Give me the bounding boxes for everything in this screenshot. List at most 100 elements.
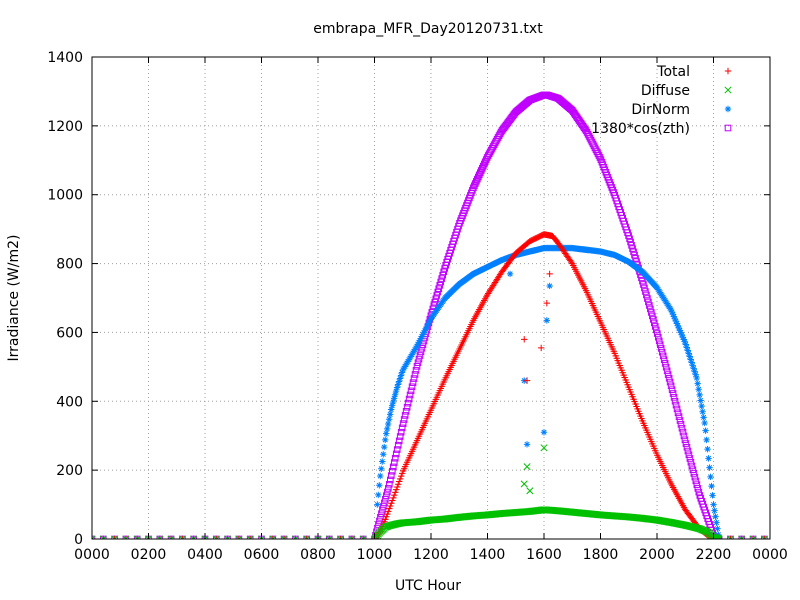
data-point	[382, 436, 389, 444]
data-point	[409, 379, 417, 386]
data-point	[642, 288, 649, 295]
data-point	[396, 375, 404, 382]
outlier-point	[521, 336, 528, 343]
series-diffuse	[92, 444, 768, 539]
data-point	[314, 535, 322, 539]
data-point	[666, 378, 674, 386]
data-point	[760, 535, 768, 539]
data-point	[432, 295, 440, 303]
data-point	[749, 535, 757, 539]
data-point	[478, 165, 486, 172]
data-point	[414, 359, 422, 367]
data-point	[686, 455, 694, 462]
data-point	[703, 436, 710, 444]
data-point	[677, 421, 685, 428]
data-point	[707, 473, 714, 481]
data-point	[652, 326, 660, 334]
data-point	[111, 535, 118, 539]
data-point	[397, 472, 405, 480]
data-point	[326, 535, 333, 539]
data-point	[682, 440, 690, 447]
data-point	[412, 367, 420, 374]
data-point	[291, 535, 299, 539]
data-point	[687, 356, 694, 363]
data-point	[653, 330, 661, 337]
data-point	[348, 535, 356, 539]
y-tick-label: 200	[56, 463, 83, 479]
data-point	[292, 535, 299, 539]
y-tick-label: 800	[56, 257, 83, 273]
data-point	[390, 459, 398, 466]
data-point	[693, 481, 701, 488]
data-point	[689, 466, 697, 473]
data-point	[100, 535, 107, 539]
data-point	[481, 158, 489, 166]
data-point	[382, 495, 389, 503]
data-point	[388, 472, 395, 479]
data-point	[410, 375, 418, 382]
data-point	[390, 494, 397, 502]
data-point	[688, 462, 696, 470]
data-point	[672, 317, 680, 325]
data-point	[645, 298, 652, 306]
data-point	[376, 482, 383, 489]
data-point	[709, 492, 716, 499]
data-point	[664, 371, 672, 378]
data-point	[738, 535, 745, 539]
data-point	[693, 374, 700, 382]
x-tick-label: 0800	[300, 547, 336, 563]
data-point	[360, 535, 367, 539]
data-point	[691, 473, 699, 481]
data-point	[387, 476, 394, 484]
y-tick-label: 1200	[47, 119, 83, 135]
data-point	[178, 535, 186, 539]
data-point	[678, 424, 686, 432]
data-point	[385, 415, 393, 423]
data-point	[280, 535, 288, 539]
y-tick-label: 1400	[47, 50, 83, 66]
x-tick-label: 0200	[131, 547, 167, 563]
data-point	[480, 160, 488, 168]
data-point	[386, 505, 393, 512]
data-point	[415, 339, 423, 346]
data-point	[383, 513, 390, 520]
data-point	[434, 288, 442, 296]
data-point	[646, 302, 653, 309]
data-point	[671, 315, 679, 323]
data-point	[303, 535, 311, 539]
data-point	[439, 271, 447, 279]
data-point	[134, 535, 141, 539]
data-point	[411, 371, 419, 378]
data-point	[389, 497, 396, 504]
data-point	[699, 408, 706, 415]
outlier-point	[540, 444, 548, 452]
x-tick-label: 0000	[74, 547, 110, 563]
data-point	[424, 321, 431, 329]
data-point	[674, 322, 682, 329]
data-point	[391, 454, 399, 462]
data-point	[269, 535, 276, 539]
data-point	[348, 535, 356, 539]
series-total	[92, 231, 768, 539]
data-point	[420, 329, 427, 336]
data-point	[388, 402, 396, 409]
data-point	[247, 535, 254, 539]
data-point	[122, 535, 130, 539]
data-point	[706, 464, 713, 471]
data-point	[673, 320, 681, 327]
outlier-point	[520, 480, 528, 488]
data-point	[667, 382, 675, 390]
data-point	[668, 386, 676, 393]
data-point	[416, 337, 424, 344]
data-point	[380, 451, 387, 458]
data-point	[416, 352, 424, 359]
data-point	[397, 372, 405, 379]
data-point	[156, 535, 164, 539]
data-point	[727, 535, 734, 539]
data-point	[374, 501, 381, 508]
data-point	[235, 535, 243, 539]
data-point	[436, 282, 444, 289]
data-point	[391, 391, 399, 398]
data-point	[395, 481, 402, 488]
x-axis-label: UTC Hour	[395, 578, 461, 594]
